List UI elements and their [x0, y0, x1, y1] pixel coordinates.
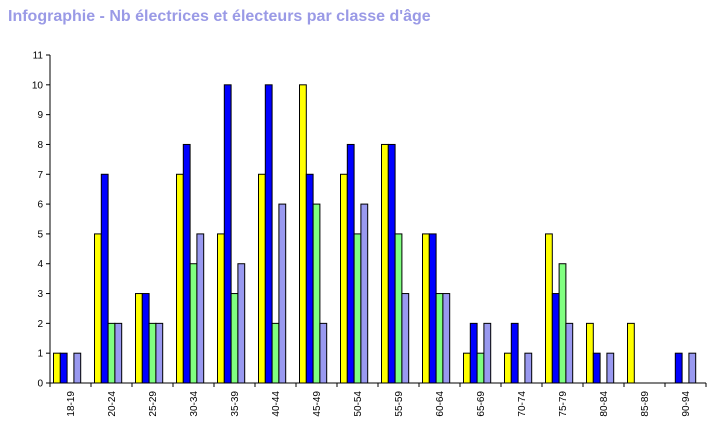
- bar-35-39-s2: [223, 84, 232, 384]
- bar-45-49-s2: [305, 173, 314, 384]
- bar-45-49-s1: [299, 84, 307, 384]
- bar-35-39-s4: [237, 263, 246, 384]
- y-tick-label: 4: [37, 259, 43, 270]
- bar-50-54-s3: [353, 233, 362, 384]
- x-tick-label: 55-59: [394, 391, 405, 417]
- y-tick-label: 5: [37, 229, 43, 240]
- chart-title: Infographie - Nb électrices et électeurs…: [8, 8, 431, 25]
- y-tick-label: 11: [33, 51, 44, 62]
- bar-60-64-s3: [435, 293, 444, 384]
- x-tick-label: 50-54: [353, 391, 364, 417]
- bar-70-74-s2: [510, 322, 519, 384]
- bar-18-19-s4: [73, 352, 82, 384]
- bar-25-29-s1: [135, 293, 143, 384]
- bar-65-69-s2: [469, 322, 478, 384]
- bar-80-84-s4: [606, 352, 615, 384]
- x-tick-label: 35-39: [230, 391, 241, 417]
- bar-60-64-s2: [428, 233, 437, 384]
- bar-60-64-s1: [422, 233, 430, 384]
- x-tick-label: 18-19: [66, 391, 77, 417]
- bar-25-29-s2: [141, 293, 150, 384]
- y-tick-label: 0: [37, 379, 43, 390]
- x-tick-label: 60-64: [435, 391, 446, 417]
- x-tick-label: 65-69: [476, 391, 487, 417]
- bar-50-54-s4: [360, 203, 369, 384]
- bar-55-59-s1: [381, 143, 389, 384]
- bar-75-79-s1: [545, 233, 553, 384]
- bar-40-44-s3: [271, 322, 280, 384]
- x-tick-label: 90-94: [681, 391, 692, 417]
- bar-40-44-s2: [264, 84, 273, 384]
- bar-85-89-s1: [627, 322, 635, 384]
- y-tick-label: 9: [37, 110, 43, 121]
- bar-50-54-s2: [346, 143, 355, 384]
- y-tick-label: 2: [37, 319, 43, 330]
- bar-65-69-s4: [483, 322, 492, 384]
- x-tick-label: 45-49: [312, 391, 323, 417]
- bar-35-39-s3: [230, 293, 239, 384]
- axes-group: 0 1 2 3 4 5 6 7 8 9 10 11 18-19 20-24 25-29 30-34 35-39 4…: [32, 51, 707, 417]
- bar-80-84-s1: [586, 322, 594, 384]
- bars-group: [53, 84, 697, 384]
- bar-20-24-s3: [107, 322, 116, 384]
- bar-25-29-s3: [148, 322, 157, 384]
- bar-65-69-s3: [476, 352, 485, 384]
- y-tick-label: 6: [37, 200, 43, 211]
- x-tick-label: 70-74: [517, 391, 528, 417]
- x-tick-label: 40-44: [271, 391, 282, 417]
- bar-35-39-s1: [217, 233, 225, 384]
- bar-80-84-s2: [592, 352, 601, 384]
- bar-20-24-s1: [94, 233, 102, 384]
- bar-40-44-s4: [278, 203, 287, 384]
- y-tick-label: 7: [37, 170, 43, 181]
- bar-70-74-s4: [524, 352, 533, 384]
- bar-65-69-s1: [463, 352, 471, 384]
- bar-50-54-s1: [340, 173, 348, 384]
- bar-75-79-s3: [558, 263, 567, 384]
- y-tick-label: 10: [32, 80, 44, 91]
- bar-75-79-s4: [565, 322, 574, 384]
- bar-18-19-s2: [59, 352, 68, 384]
- bar-20-24-s4: [114, 322, 123, 384]
- bar-30-34-s3: [189, 263, 198, 384]
- bar-60-64-s4: [442, 293, 451, 384]
- x-tick-label: 75-79: [558, 391, 569, 417]
- bar-55-59-s4: [401, 293, 410, 384]
- bar-18-19-s1: [53, 352, 61, 384]
- bar-90-94-s4: [688, 352, 697, 384]
- bar-40-44-s1: [258, 173, 266, 384]
- bar-30-34-s2: [182, 143, 191, 384]
- y-tick-label: 3: [37, 289, 43, 300]
- bar-55-59-s2: [387, 143, 396, 384]
- x-tick-label: 25-29: [148, 391, 159, 417]
- bar-75-79-s2: [551, 293, 560, 384]
- bar-30-34-s4: [196, 233, 205, 384]
- x-tick-label: 30-34: [189, 391, 200, 417]
- bar-25-29-s4: [155, 322, 164, 384]
- y-tick-label: 1: [37, 349, 43, 360]
- bar-30-34-s1: [176, 173, 184, 384]
- bar-45-49-s3: [312, 203, 321, 384]
- x-tick-label: 80-84: [599, 391, 610, 417]
- bar-70-74-s1: [504, 352, 512, 384]
- bar-55-59-s3: [394, 233, 403, 384]
- x-tick-label: 85-89: [640, 391, 651, 417]
- bar-90-94-s2: [674, 352, 683, 384]
- x-tick-label: 20-24: [107, 391, 118, 417]
- bar-20-24-s2: [100, 173, 109, 384]
- y-tick-label: 8: [37, 140, 43, 151]
- bar-45-49-s4: [319, 322, 328, 384]
